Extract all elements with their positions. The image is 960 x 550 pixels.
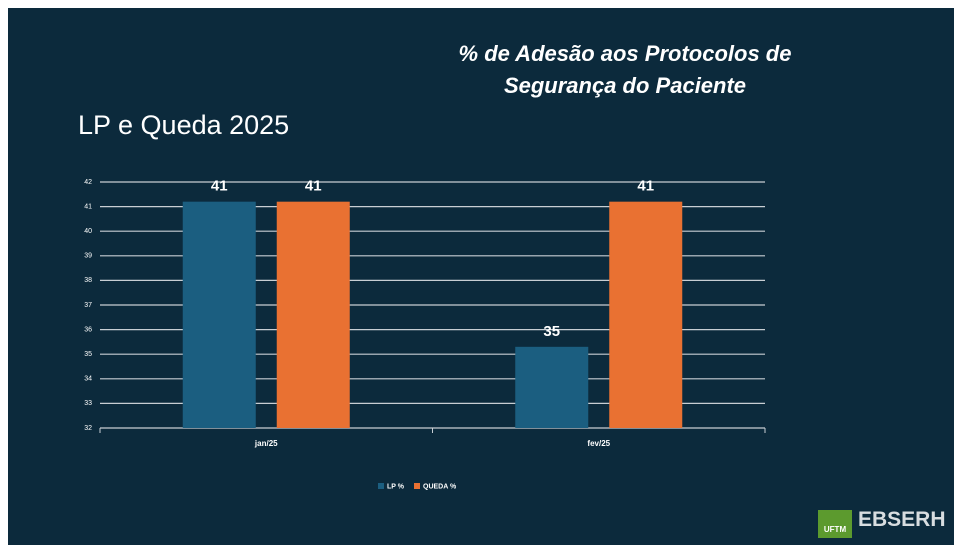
value-label: 41 <box>305 178 322 195</box>
y-tick-label: 35 <box>84 351 92 358</box>
y-tick-label: 32 <box>84 425 92 432</box>
bar <box>276 201 350 428</box>
y-tick-label: 37 <box>84 302 92 309</box>
chart-subtitle: LP e Queda 2025 <box>78 110 290 140</box>
value-label: 35 <box>543 323 560 340</box>
bar <box>182 201 256 428</box>
legend-swatch <box>378 483 384 489</box>
x-tick-label: jan/25 <box>254 439 278 448</box>
value-label: 41 <box>211 178 228 195</box>
bar <box>515 346 589 428</box>
legend-swatch <box>414 483 420 489</box>
y-tick-label: 33 <box>84 400 92 407</box>
y-tick-label: 41 <box>84 203 92 210</box>
bar <box>609 201 683 428</box>
x-tick-label: fev/25 <box>587 439 610 448</box>
y-tick-label: 40 <box>84 228 92 235</box>
logo-uftm: UFTM <box>818 510 852 538</box>
y-tick-label: 39 <box>84 253 92 260</box>
y-tick-label: 38 <box>84 277 92 284</box>
logo-ebserh: EBSERH <box>858 508 946 531</box>
value-label: 41 <box>637 178 654 195</box>
chart-title: % de Adesão aos Protocolos de Segurança … <box>458 41 792 98</box>
y-tick-label: 42 <box>84 179 92 186</box>
legend-label: LP % <box>387 483 405 490</box>
legend-label: QUEDA % <box>423 483 457 490</box>
y-tick-label: 36 <box>84 326 92 333</box>
slide <box>8 8 954 545</box>
y-tick-label: 34 <box>84 376 92 383</box>
